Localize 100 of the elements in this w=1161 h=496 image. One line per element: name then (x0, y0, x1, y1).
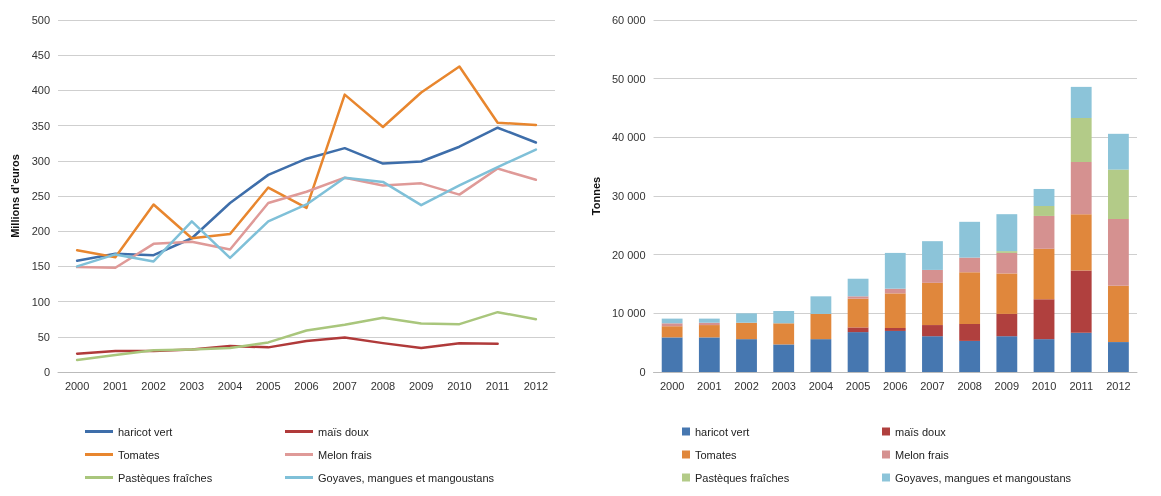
x-tick-label: 2010 (447, 379, 472, 392)
y-tick-label: 50 000 (611, 72, 646, 85)
line-series (75, 126, 538, 263)
bar (810, 339, 832, 372)
bar (996, 273, 1018, 314)
bar (773, 310, 795, 324)
bar (698, 337, 720, 372)
y-tick-label: 400 (31, 84, 50, 97)
y-tick-label: 150 (31, 260, 50, 273)
bar (661, 337, 683, 372)
bar (1107, 342, 1129, 372)
bar (847, 332, 869, 372)
x-tick-label: 2012 (523, 379, 549, 392)
legend-label: Pastèques fraîches (695, 471, 790, 484)
x-tick-label: 2004 (808, 379, 834, 392)
x-tick-label: 2009 (994, 379, 1020, 392)
bar (810, 313, 832, 340)
bar (1070, 332, 1092, 372)
bar (1070, 161, 1092, 215)
y-tick-label: 200 (31, 225, 50, 238)
bar (922, 282, 943, 326)
bar (922, 336, 943, 372)
bar (1107, 169, 1129, 219)
bar (1033, 299, 1055, 340)
y-tick-label: 0 (43, 366, 50, 378)
bar (1070, 270, 1092, 333)
x-tick-label: 2011 (485, 379, 510, 392)
x-tick-label: 2001 (103, 379, 128, 392)
y-tick-label: 0 (639, 366, 646, 378)
x-tick-label: 2004 (217, 379, 243, 392)
legend-label: Tomates (118, 448, 161, 461)
bar (959, 257, 981, 273)
line-series (75, 65, 538, 259)
bar (736, 313, 757, 323)
legend-label: haricot vert (695, 425, 750, 438)
bar (996, 252, 1018, 274)
bar (1070, 214, 1092, 271)
y-tick-label: 350 (31, 119, 50, 132)
line-series (75, 310, 538, 362)
legend-label: maïs doux (318, 425, 370, 438)
bar (1107, 133, 1129, 170)
y-tick-label: 20 000 (611, 248, 646, 261)
legend-label: Goyaves, mangues et mangoustans (318, 471, 495, 484)
legend-label: Melon frais (895, 448, 950, 461)
x-tick-label: 2010 (1031, 379, 1057, 392)
bar (698, 318, 720, 323)
bar (810, 296, 832, 314)
bar (1033, 339, 1055, 372)
bar (1033, 205, 1055, 216)
x-tick-label: 2006 (883, 379, 908, 392)
y-tick-label: 450 (31, 49, 50, 62)
y-axis-title: Millions d’euros (9, 154, 22, 238)
bar (847, 296, 869, 299)
bar (736, 322, 757, 340)
y-tick-label: 100 (31, 295, 50, 308)
x-tick-label: 2007 (920, 379, 945, 392)
x-tick-label: 2003 (179, 379, 205, 392)
x-tick-label: 2008 (370, 379, 396, 392)
x-tick-label: 2000 (64, 379, 90, 392)
y-tick-label: 50 (37, 330, 50, 343)
y-tick-label: 30 000 (611, 190, 646, 202)
y-axis-title: Tonnes (589, 176, 602, 216)
bar (847, 278, 869, 297)
x-tick-label: 2009 (408, 379, 434, 392)
bar (959, 323, 981, 341)
bar (1107, 218, 1129, 286)
bar (1107, 285, 1129, 343)
bar (736, 339, 757, 372)
bar (1070, 86, 1092, 118)
bar (922, 325, 943, 337)
bar (847, 298, 869, 328)
x-tick-label: 2001 (697, 379, 722, 392)
bar (996, 336, 1018, 372)
bar (996, 313, 1018, 337)
x-tick-label: 2008 (957, 379, 982, 392)
y-tick-label: 40 000 (611, 131, 646, 144)
x-tick-label: 2005 (256, 379, 281, 392)
y-tick-label: 250 (31, 190, 50, 202)
legend-label: haricot vert (118, 425, 173, 438)
x-tick-label: 2000 (659, 379, 685, 392)
x-tick-label: 2002 (734, 379, 759, 392)
bar (884, 293, 906, 328)
legend-label: maïs doux (895, 425, 947, 438)
bar (959, 221, 981, 258)
x-tick-label: 2005 (845, 379, 871, 392)
legend-label: Melon frais (318, 448, 373, 461)
y-tick-label: 500 (31, 14, 50, 26)
legend-label: Tomates (695, 448, 738, 461)
bar (959, 340, 981, 372)
bar (884, 330, 906, 372)
y-tick-label: 300 (31, 154, 50, 167)
bar (884, 328, 906, 331)
bar (996, 214, 1018, 252)
bar (773, 344, 795, 372)
bar (773, 323, 795, 345)
y-tick-label: 60 000 (611, 14, 646, 26)
bar (1033, 188, 1055, 206)
bar (661, 323, 683, 327)
bar (922, 269, 943, 283)
bar (661, 326, 683, 338)
